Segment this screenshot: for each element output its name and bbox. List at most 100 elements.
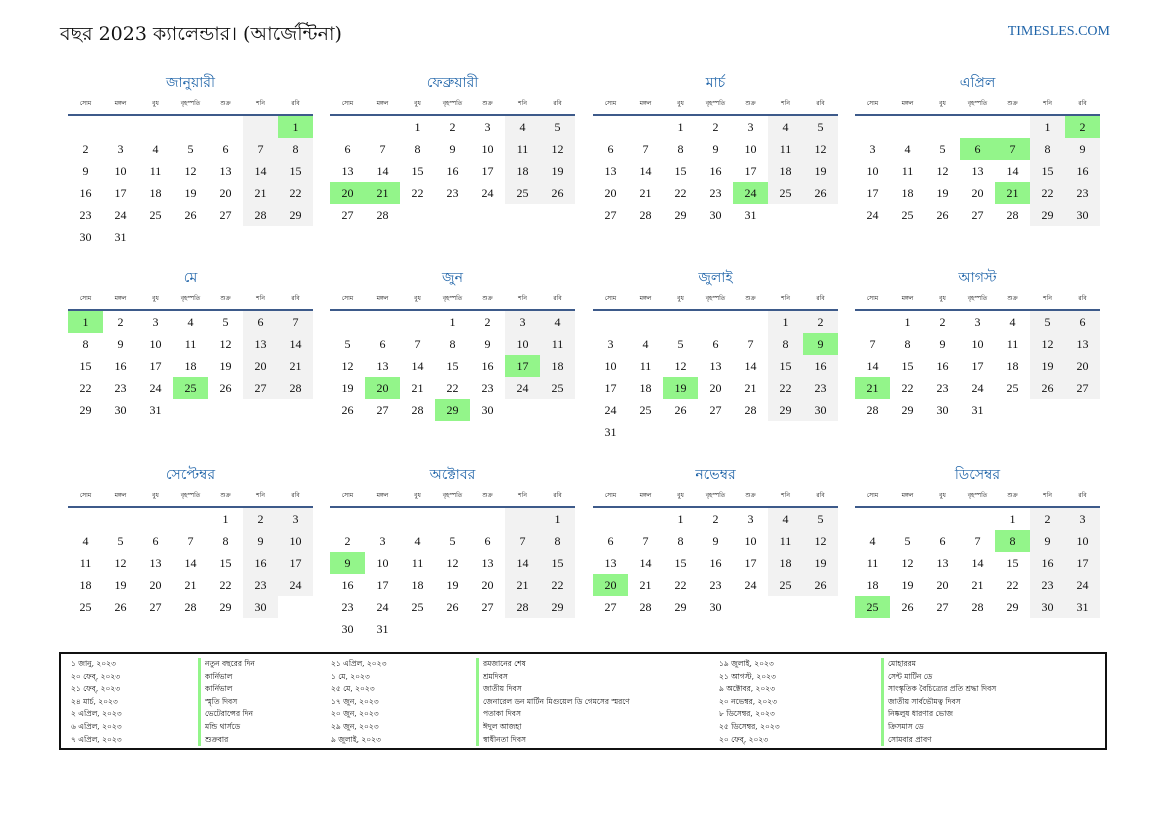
day-cell[interactable]: 18	[184, 359, 197, 373]
day-cell[interactable]: 3	[747, 512, 754, 526]
day-cell[interactable]: 20	[219, 186, 232, 200]
day-cell[interactable]: 6	[939, 534, 946, 548]
holiday-day-cell[interactable]: 21	[995, 182, 1030, 204]
day-cell[interactable]: 20	[1065, 355, 1100, 377]
day-cell[interactable]: 10	[376, 556, 389, 570]
day-cell[interactable]: 6	[484, 534, 491, 548]
day-cell[interactable]: 1	[540, 508, 575, 530]
day-cell[interactable]: 6	[607, 534, 614, 548]
day-cell[interactable]: 7	[278, 311, 313, 333]
day-cell[interactable]: 26	[341, 403, 354, 417]
day-cell[interactable]: 13	[604, 556, 617, 570]
day-cell[interactable]: 11	[866, 556, 879, 570]
day-cell[interactable]: 16	[1030, 552, 1065, 574]
day-cell[interactable]: 31	[604, 425, 617, 439]
day-cell[interactable]: 23	[341, 600, 354, 614]
day-cell[interactable]: 25	[540, 377, 575, 399]
day-cell[interactable]: 10	[744, 534, 757, 548]
day-cell[interactable]: 10	[505, 333, 540, 355]
day-cell[interactable]: 26	[114, 600, 127, 614]
day-cell[interactable]: 16	[481, 359, 494, 373]
day-cell[interactable]: 6	[152, 534, 159, 548]
day-cell[interactable]: 2	[484, 315, 491, 329]
day-cell[interactable]: 16	[709, 556, 722, 570]
day-cell[interactable]: 12	[901, 556, 914, 570]
day-cell[interactable]: 18	[901, 186, 914, 200]
day-cell[interactable]: 22	[1006, 578, 1019, 592]
day-cell[interactable]: 22	[1030, 182, 1065, 204]
day-cell[interactable]: 18	[411, 578, 424, 592]
day-cell[interactable]: 12	[446, 556, 459, 570]
day-cell[interactable]: 25	[901, 208, 914, 222]
day-cell[interactable]: 22	[674, 578, 687, 592]
day-cell[interactable]: 31	[971, 403, 984, 417]
day-cell[interactable]: 30	[709, 208, 722, 222]
day-cell[interactable]: 12	[219, 337, 232, 351]
day-cell[interactable]: 9	[449, 142, 456, 156]
day-cell[interactable]: 8	[414, 142, 421, 156]
day-cell[interactable]: 12	[1030, 333, 1065, 355]
day-cell[interactable]: 11	[768, 530, 803, 552]
day-cell[interactable]: 25	[768, 182, 803, 204]
day-cell[interactable]: 15	[768, 355, 803, 377]
day-cell[interactable]: 14	[243, 160, 278, 182]
day-cell[interactable]: 2	[243, 508, 278, 530]
day-cell[interactable]: 17	[1065, 552, 1100, 574]
day-cell[interactable]: 14	[866, 359, 879, 373]
day-cell[interactable]: 29	[1006, 600, 1019, 614]
day-cell[interactable]: 20	[149, 578, 162, 592]
day-cell[interactable]: 8	[449, 337, 456, 351]
day-cell[interactable]: 15	[446, 359, 459, 373]
day-cell[interactable]: 22	[219, 578, 232, 592]
day-cell[interactable]: 5	[1030, 311, 1065, 333]
day-cell[interactable]: 11	[768, 138, 803, 160]
day-cell[interactable]: 11	[184, 337, 197, 351]
day-cell[interactable]: 16	[446, 164, 459, 178]
day-cell[interactable]: 4	[152, 142, 159, 156]
day-cell[interactable]: 26	[219, 381, 232, 395]
day-cell[interactable]: 17	[481, 164, 494, 178]
day-cell[interactable]: 8	[677, 142, 684, 156]
day-cell[interactable]: 2	[712, 512, 719, 526]
day-cell[interactable]: 10	[971, 337, 984, 351]
day-cell[interactable]: 9	[939, 337, 946, 351]
day-cell[interactable]: 30	[1065, 204, 1100, 226]
day-cell[interactable]: 15	[674, 164, 687, 178]
day-cell[interactable]: 13	[481, 556, 494, 570]
day-cell[interactable]: 11	[505, 138, 540, 160]
day-cell[interactable]: 4	[768, 116, 803, 138]
day-cell[interactable]: 23	[1065, 182, 1100, 204]
day-cell[interactable]: 12	[184, 164, 197, 178]
day-cell[interactable]: 22	[540, 574, 575, 596]
day-cell[interactable]: 13	[219, 164, 232, 178]
holiday-day-cell[interactable]: 20	[330, 182, 365, 204]
day-cell[interactable]: 26	[674, 403, 687, 417]
holiday-day-cell[interactable]: 21	[365, 182, 400, 204]
day-cell[interactable]: 1	[1009, 512, 1016, 526]
day-cell[interactable]: 17	[376, 578, 389, 592]
day-cell[interactable]: 28	[411, 403, 424, 417]
day-cell[interactable]: 24	[604, 403, 617, 417]
day-cell[interactable]: 1	[414, 120, 421, 134]
day-cell[interactable]: 2	[82, 142, 89, 156]
day-cell[interactable]: 27	[341, 208, 354, 222]
day-cell[interactable]: 9	[117, 337, 124, 351]
day-cell[interactable]: 31	[114, 230, 127, 244]
day-cell[interactable]: 11	[639, 359, 652, 373]
day-cell[interactable]: 5	[939, 142, 946, 156]
day-cell[interactable]: 19	[1030, 355, 1065, 377]
day-cell[interactable]: 12	[803, 530, 838, 552]
day-cell[interactable]: 7	[505, 530, 540, 552]
day-cell[interactable]: 19	[446, 578, 459, 592]
day-cell[interactable]: 16	[936, 359, 949, 373]
day-cell[interactable]: 3	[607, 337, 614, 351]
day-cell[interactable]: 5	[117, 534, 124, 548]
day-cell[interactable]: 8	[1030, 138, 1065, 160]
day-cell[interactable]: 13	[243, 333, 278, 355]
day-cell[interactable]: 11	[149, 164, 162, 178]
day-cell[interactable]: 27	[936, 600, 949, 614]
day-cell[interactable]: 16	[1065, 160, 1100, 182]
day-cell[interactable]: 23	[1030, 574, 1065, 596]
day-cell[interactable]: 23	[481, 381, 494, 395]
day-cell[interactable]: 4	[869, 534, 876, 548]
